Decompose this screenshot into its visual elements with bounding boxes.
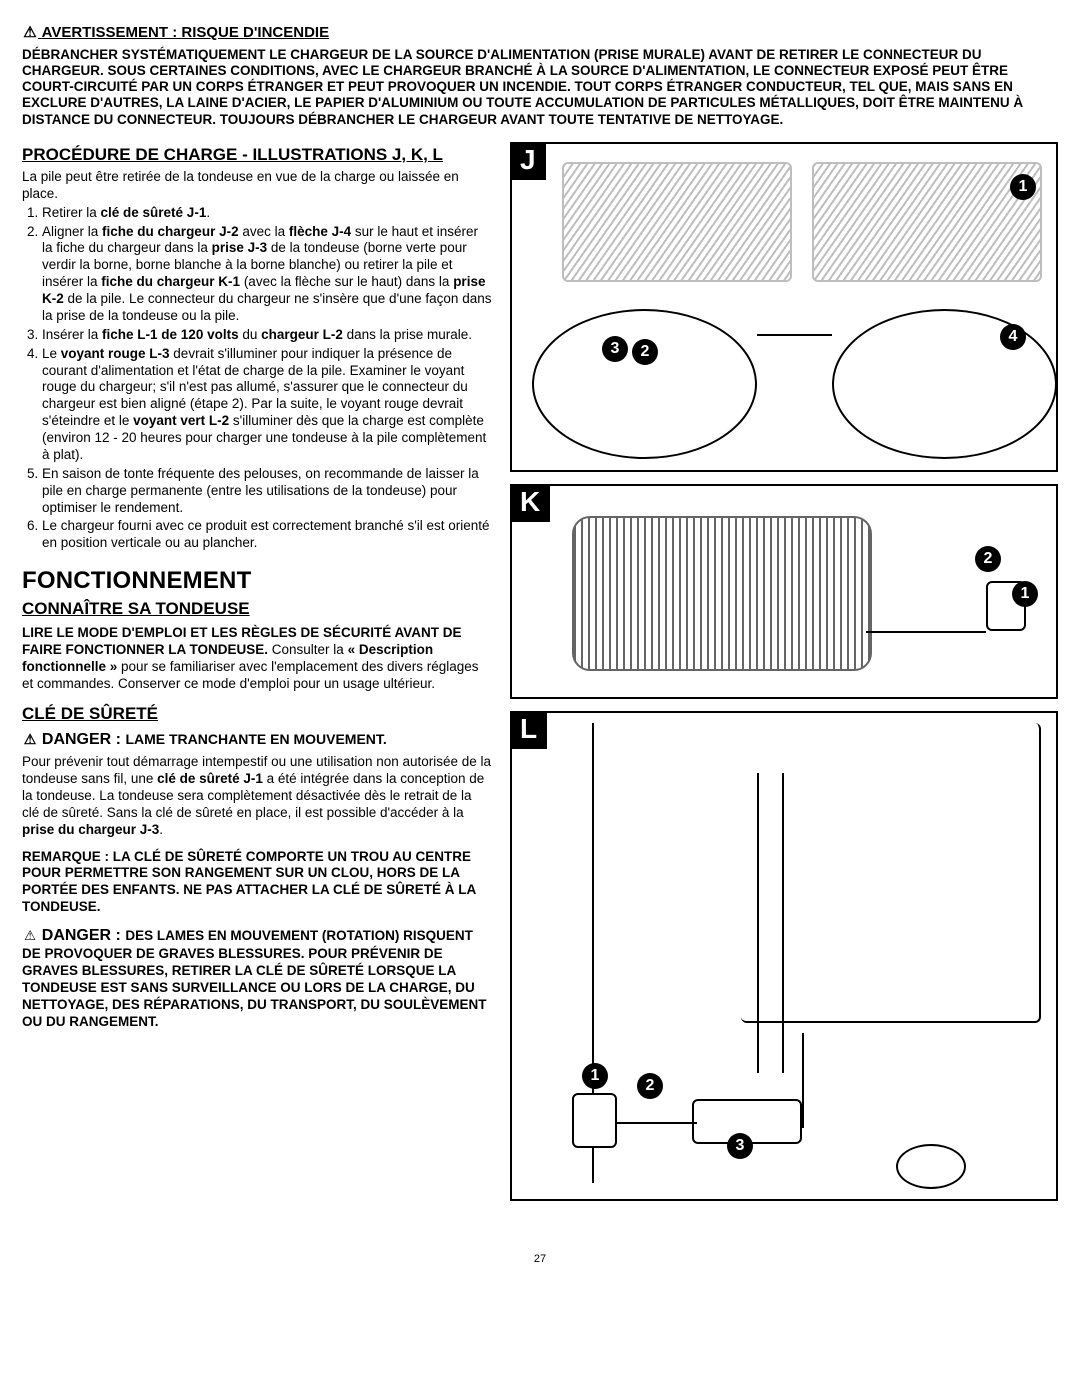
danger-rest: LAME TRANCHANTE EN MOUVEMENT. — [125, 731, 386, 747]
safety-key-paragraph: Pour prévenir tout démarrage intempestif… — [22, 754, 492, 838]
text-column: PROCÉDURE DE CHARGE - ILLUSTRATIONS J, K… — [22, 142, 492, 1041]
step-5: En saison de tonte fréquente des pelouse… — [42, 466, 492, 517]
callout-2: 2 — [975, 546, 1001, 572]
illustration-battery — [572, 516, 872, 671]
safety-key-title: CLÉ DE SÛRETÉ — [22, 703, 492, 724]
illustration-wheel — [896, 1144, 966, 1189]
leader-line — [866, 631, 986, 633]
callout-4: 4 — [1000, 324, 1026, 350]
step-bold: fiche L-1 de 120 volts — [102, 327, 239, 342]
step-text: de la pile. Le connecteur du chargeur ne… — [42, 291, 491, 323]
page-number: 27 — [22, 1253, 1058, 1267]
figure-label: L — [510, 711, 547, 749]
step-text: du — [239, 327, 262, 342]
step-text: . — [206, 205, 210, 220]
callout-1: 1 — [1012, 581, 1038, 607]
step-4: Le voyant rouge L-3 devrait s'illuminer … — [42, 346, 492, 464]
step-bold: clé de sûreté J-1 — [101, 205, 207, 220]
danger-2: ⚠ DANGER : DES LAMES EN MOUVEMENT (ROTAT… — [22, 926, 492, 1030]
step-bold: chargeur L-2 — [261, 327, 343, 342]
danger-1: ⚠ DANGER : LAME TRANCHANTE EN MOUVEMENT. — [22, 730, 492, 750]
step-text: avec la — [239, 224, 289, 239]
para-bold: clé de sûreté J-1 — [157, 771, 263, 786]
step-bold: voyant vert L-2 — [133, 413, 229, 428]
warning-icon: ⚠ — [22, 731, 38, 749]
warning-icon: ⚠ — [22, 928, 38, 945]
cord-line — [802, 1033, 804, 1128]
step-1: Retirer la clé de sûreté J-1. — [42, 205, 492, 222]
figure-K: K 1 2 — [510, 484, 1058, 699]
figure-label: J — [510, 142, 546, 180]
para-text: Consulter la — [268, 642, 348, 657]
warning-body: DÉBRANCHER SYSTÉMATIQUEMENT LE CHARGEUR … — [22, 47, 1058, 128]
step-text: Retirer la — [42, 205, 101, 220]
figures-column: J 1 2 3 4 K 1 2 L — [510, 142, 1058, 1213]
danger-lead: DANGER : — [42, 927, 126, 944]
know-mower-title: CONNAÎTRE SA TONDEUSE — [22, 598, 492, 619]
warning-title-text: AVERTISSEMENT : RISQUE D'INCENDIE — [42, 24, 329, 41]
leader-line — [757, 334, 832, 336]
step-bold: fiche du chargeur K-1 — [101, 274, 240, 289]
callout-3: 3 — [602, 336, 628, 362]
step-2: Aligner la fiche du chargeur J-2 avec la… — [42, 224, 492, 325]
charge-procedure-steps: Retirer la clé de sûreté J-1. Aligner la… — [22, 205, 492, 553]
para-text: . — [159, 822, 163, 837]
callout-3: 3 — [727, 1133, 753, 1159]
warning-title: ⚠ AVERTISSEMENT : RISQUE D'INCENDIE — [22, 24, 1058, 43]
handle-bar — [782, 773, 784, 1073]
callout-1: 1 — [1010, 174, 1036, 200]
danger-lead: DANGER : — [42, 731, 126, 748]
step-bold: flèche J-4 — [289, 224, 351, 239]
charge-procedure-lead: La pile peut être retirée de la tondeuse… — [22, 169, 492, 203]
cord-line — [617, 1122, 697, 1124]
illustration-detail — [532, 309, 757, 459]
charge-procedure-title: PROCÉDURE DE CHARGE - ILLUSTRATIONS J, K… — [22, 144, 492, 165]
illustration-outlet — [572, 1093, 617, 1148]
step-text: dans la prise murale. — [343, 327, 472, 342]
step-text: Aligner la — [42, 224, 102, 239]
illustration-mower — [741, 723, 1041, 1023]
para-bold: prise du chargeur J-3 — [22, 822, 159, 837]
operation-title: FONCTIONNEMENT — [22, 566, 492, 596]
illustration-sketch — [812, 162, 1042, 282]
warning-icon: ⚠ — [22, 24, 38, 43]
figure-L: L 1 2 3 — [510, 711, 1058, 1201]
step-text: (avec la flèche sur le haut) dans la — [240, 274, 453, 289]
step-text: Le — [42, 346, 61, 361]
callout-2: 2 — [632, 339, 658, 365]
handle-bar — [757, 773, 759, 1073]
know-mower-paragraph: LIRE LE MODE D'EMPLOI ET LES RÈGLES DE S… — [22, 625, 492, 693]
illustration-sketch — [562, 162, 792, 282]
callout-2: 2 — [637, 1073, 663, 1099]
step-3: Insérer la fiche L-1 de 120 volts du cha… — [42, 327, 492, 344]
step-6: Le chargeur fourni avec ce produit est c… — [42, 518, 492, 552]
safety-key-note: REMARQUE : LA CLÉ DE SÛRETÉ COMPORTE UN … — [22, 849, 492, 917]
step-bold: prise J-3 — [212, 240, 268, 255]
figure-J: J 1 2 3 4 — [510, 142, 1058, 472]
figure-label: K — [510, 484, 550, 522]
step-text: Insérer la — [42, 327, 102, 342]
step-bold: fiche du chargeur J-2 — [102, 224, 239, 239]
two-column-layout: PROCÉDURE DE CHARGE - ILLUSTRATIONS J, K… — [22, 142, 1058, 1213]
callout-1: 1 — [582, 1063, 608, 1089]
step-bold: voyant rouge L-3 — [61, 346, 170, 361]
